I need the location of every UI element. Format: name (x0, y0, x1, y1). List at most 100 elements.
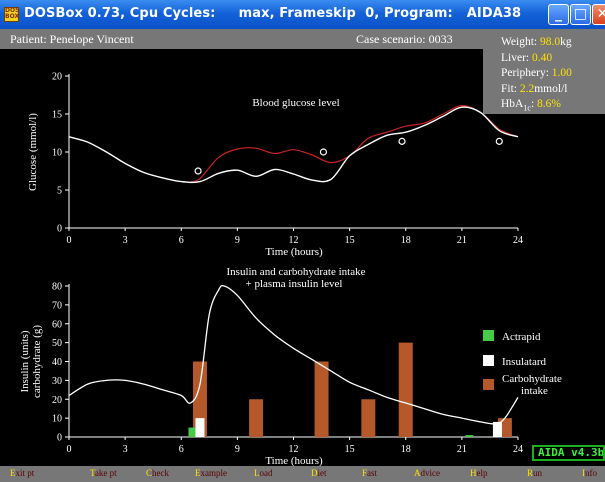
charts-area: 0 3 6 9 12 15 18 21 24 0 5 10 15 20 Blood glucose leve… (19, 72, 562, 467)
menu-item-take-pt[interactable]: Take pt (90, 468, 117, 478)
menu-label: xample (200, 468, 228, 478)
insulin-x-tick-label: 3 (123, 444, 128, 455)
glucose-y-tick-label: 5 (57, 186, 62, 197)
legend-label: intake (521, 385, 548, 397)
menu-hotkey: I (582, 468, 585, 478)
aida-version-tag: AIDA v4.3b (532, 445, 605, 461)
glucose-x-tick-label: 15 (345, 235, 355, 246)
insulin-x-tick-label: 24 (513, 444, 523, 455)
menu-label: un (533, 468, 543, 478)
menu-label: heck (152, 468, 170, 478)
periphery-row: Periphery: 1.00 (501, 66, 605, 82)
menu-label: elp (476, 468, 488, 478)
title-bar[interactable]: DOS BOX DOSBox 0.73, Cpu Cycles: max, Fr… (0, 0, 605, 29)
carbohydrate-bar (249, 399, 264, 437)
menu-item-check[interactable]: Check (146, 468, 169, 478)
glucose-x-tick-label: 9 (235, 235, 240, 246)
menu-item-run[interactable]: Run (527, 468, 542, 478)
insulin-x-tick-label: 12 (289, 444, 299, 455)
glucose-y-tick-label: 10 (52, 148, 62, 159)
menu-item-advice[interactable]: Advice (414, 468, 440, 478)
patient-name: Patient: Penelope Vincent (10, 32, 134, 46)
glucose-chart-title: Blood glucose level (252, 97, 339, 109)
glucose-measurement-marker (398, 137, 406, 145)
insulin-x-tick-label: 6 (179, 444, 184, 455)
liver-row: Liver: 0.40 (501, 51, 605, 67)
patient-info-bar: Patient: Penelope Vincent Case scenario:… (0, 29, 605, 49)
insulatard-bar (195, 418, 205, 437)
glucose-measurement-marker (319, 148, 328, 156)
menu-item-example[interactable]: Example (195, 468, 227, 478)
fit-value: 2.2 (519, 82, 535, 95)
glucose-x-tick-label: 0 (67, 235, 72, 246)
menu-hotkey: L (254, 468, 260, 478)
menu-hotkey: H (470, 468, 477, 478)
insulin-y-tick-label: 0 (57, 433, 62, 444)
dosbox-icon[interactable]: DOS BOX (4, 7, 20, 22)
patient-parameters: Weight: 98.0kg Liver: 0.40 Periphery: 1.… (483, 34, 605, 114)
menu-item-diet[interactable]: Diet (311, 468, 327, 478)
glucose-measurement-marker (495, 137, 503, 145)
carbohydrate-bar (398, 342, 413, 437)
menu-hotkey: A (414, 468, 421, 478)
fit-row: Fit: 2.2mmol/l (501, 82, 605, 98)
glucose-x-tick-label: 18 (401, 235, 411, 246)
window-title: DOSBox 0.73, Cpu Cycles: max, Frameskip … (24, 6, 522, 21)
carbohydrate-legend-swatch (483, 379, 494, 390)
menu-hotkey: C (146, 468, 153, 478)
legend-label: Carbohydrate (502, 373, 562, 385)
menu-item-help[interactable]: Help (470, 468, 488, 478)
close-button[interactable]: ✕ (592, 4, 605, 25)
glucose-simulated-line (68, 106, 519, 184)
carbohydrate-y-axis-label: carbohydrate (g) (31, 325, 43, 398)
menu-label: nfo (585, 468, 597, 478)
insulatard-legend-swatch (483, 355, 494, 366)
menu-label: iet (317, 468, 327, 478)
menu-label: ake pt (94, 468, 117, 478)
dos-screen[interactable]: Patient: Penelope Vincent Case scenario:… (0, 29, 605, 482)
carbohydrate-bar (314, 361, 329, 437)
insulin-y-tick-label: 20 (52, 395, 62, 406)
menu-label: xit pt (15, 468, 35, 478)
insulin-chart-title: Insulin and carbohydrate intake (227, 266, 366, 278)
glucose-y-tick-label: 15 (52, 110, 62, 121)
menu-item-fast[interactable]: Fast (362, 468, 377, 478)
menu-hotkey: D (311, 468, 318, 478)
maximize-button[interactable]: □ (570, 4, 591, 25)
insulin-y-tick-label: 40 (52, 357, 62, 368)
menu-label: oad (259, 468, 273, 478)
hba1c-subscript: 1c (523, 103, 531, 113)
menu-hotkey: E (195, 468, 201, 478)
hba1c-value: 8.6% (537, 98, 561, 110)
actrapid-bar (465, 435, 474, 437)
hba1c-row: HbA1c: 8.6% (501, 97, 605, 116)
legend-label: Insulatard (502, 356, 546, 368)
periphery-label: Periphery: (501, 67, 552, 79)
liver-value: 0.40 (531, 51, 553, 64)
glucose-y-tick-label: 0 (57, 224, 62, 235)
periphery-value: 1.00 (551, 67, 572, 79)
glucose-chart: 0 3 6 9 12 15 18 21 24 0 5 10 15 20 Blood glucose leve… (27, 72, 523, 259)
weight-value: 98.0 (540, 36, 561, 48)
menu-hotkey: R (527, 468, 534, 478)
legend-label: Actrapid (502, 331, 541, 343)
weight-label: Weight: (501, 36, 540, 48)
glucose-x-tick-label: 21 (457, 235, 467, 246)
case-scenario: Case scenario: 0033 (356, 32, 453, 46)
menu-item-load[interactable]: Load (254, 468, 273, 478)
hba1c-colon: : (530, 98, 538, 110)
menu-item-exit-pt[interactable]: Exit pt (10, 468, 34, 478)
menu-item-info[interactable]: Info (582, 468, 597, 478)
menu-label: ast (367, 468, 378, 478)
minimize-button[interactable]: _ (548, 4, 569, 25)
hba1c-label: HbA (501, 98, 524, 110)
insulin-x-tick-label: 9 (235, 444, 240, 455)
insulin-x-axis-label: Time (hours) (265, 455, 323, 466)
glucose-y-tick-label: 20 (52, 72, 62, 83)
weight-row: Weight: 98.0kg (501, 35, 605, 51)
glucose-measurement-marker (194, 167, 202, 175)
actrapid-legend-swatch (483, 330, 494, 341)
insulin-x-tick-label: 15 (345, 444, 355, 455)
actrapid-bar (188, 427, 197, 437)
